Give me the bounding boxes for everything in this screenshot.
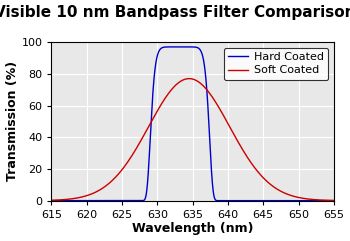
Line: Hard Coated: Hard Coated bbox=[51, 47, 334, 201]
Hard Coated bbox=[323, 199, 327, 202]
Soft Coated bbox=[183, 78, 188, 80]
Hard Coated bbox=[168, 46, 172, 48]
Soft Coated bbox=[170, 87, 174, 90]
Hard Coated bbox=[177, 46, 181, 48]
Text: THORLABS: THORLABS bbox=[254, 50, 301, 59]
Hard Coated bbox=[254, 199, 259, 202]
Line: Soft Coated: Soft Coated bbox=[51, 79, 334, 201]
Y-axis label: Transmission (%): Transmission (%) bbox=[6, 61, 19, 181]
Soft Coated bbox=[309, 198, 313, 201]
Legend: Hard Coated, Soft Coated: Hard Coated, Soft Coated bbox=[224, 48, 328, 80]
Soft Coated bbox=[254, 169, 259, 172]
X-axis label: Wavelength (nm): Wavelength (nm) bbox=[132, 222, 253, 235]
Hard Coated bbox=[49, 199, 54, 202]
Soft Coated bbox=[168, 90, 172, 93]
Soft Coated bbox=[332, 199, 336, 202]
Soft Coated bbox=[49, 199, 54, 202]
Hard Coated bbox=[309, 199, 313, 202]
Hard Coated bbox=[184, 46, 188, 48]
Text: Visible 10 nm Bandpass Filter Comparison: Visible 10 nm Bandpass Filter Comparison bbox=[0, 5, 350, 20]
Soft Coated bbox=[323, 199, 327, 202]
Hard Coated bbox=[170, 46, 174, 48]
Hard Coated bbox=[332, 199, 336, 202]
Soft Coated bbox=[187, 77, 191, 80]
